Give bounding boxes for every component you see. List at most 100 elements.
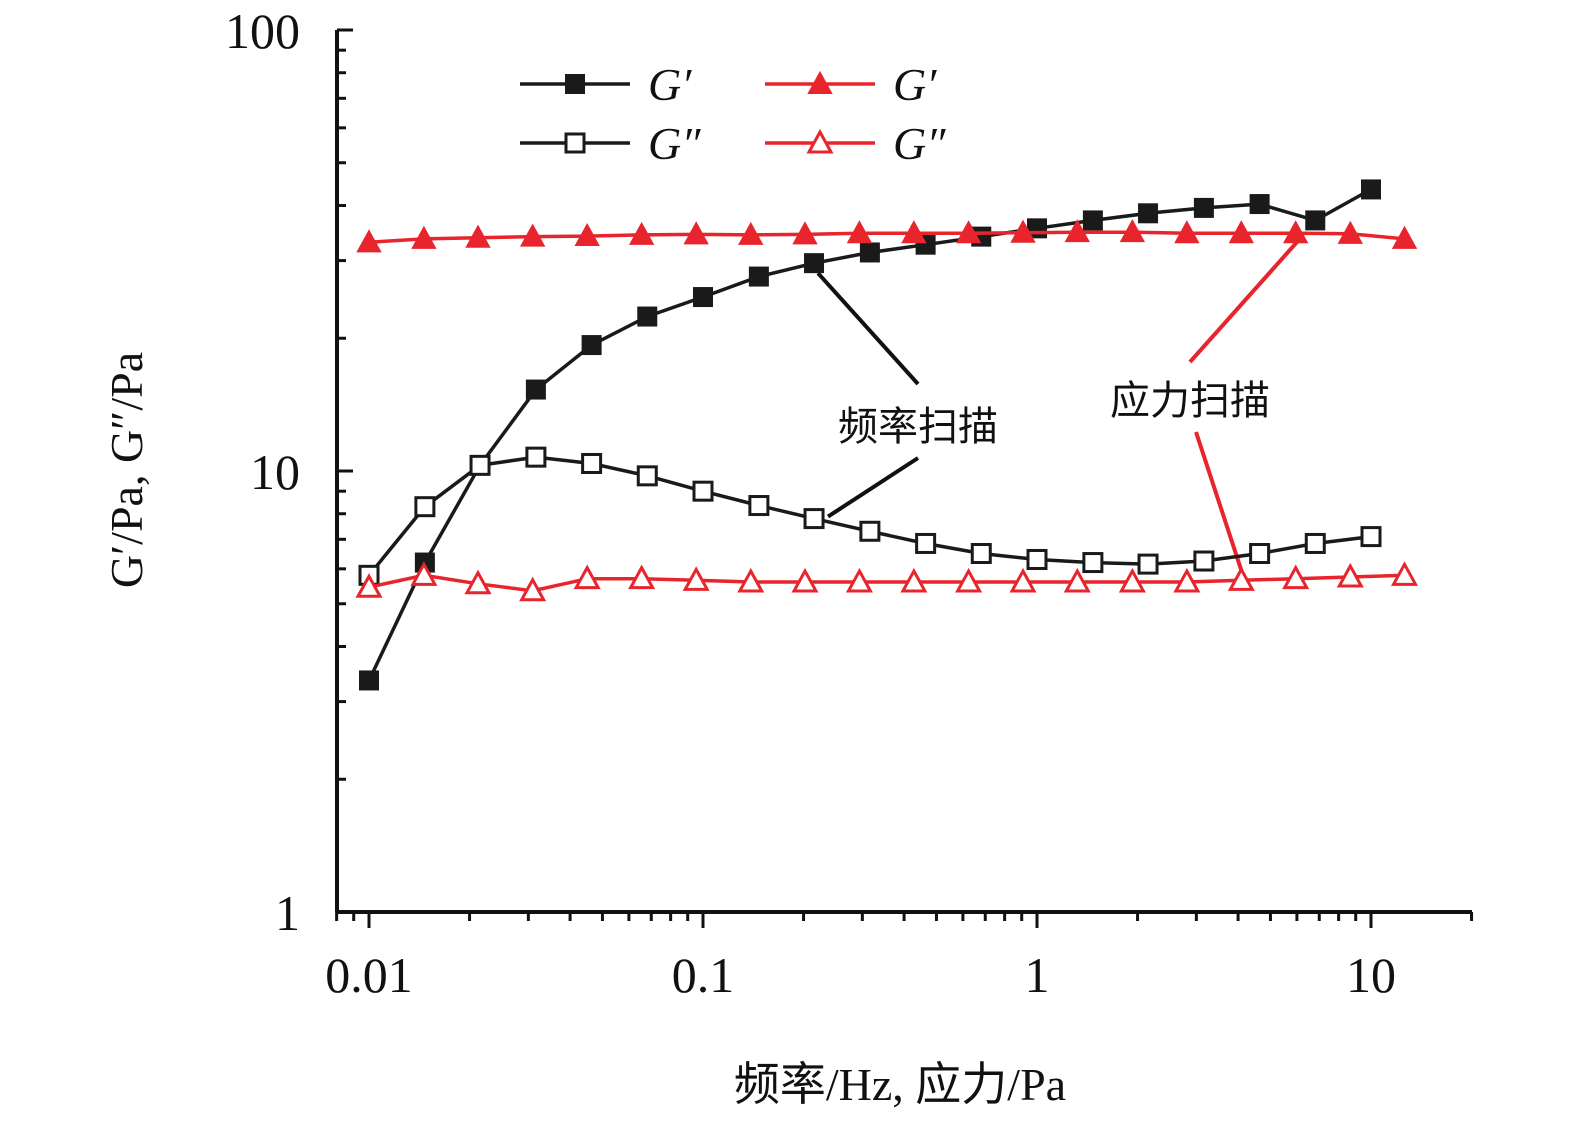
data-point	[1390, 561, 1419, 586]
x-tick-label: 0.01	[325, 947, 413, 1003]
annotation-stress-sweep: 应力扫描	[1110, 378, 1270, 424]
data-point	[1249, 543, 1271, 565]
data-point	[1173, 567, 1201, 593]
data-point	[464, 569, 492, 595]
y-tick-label: 1	[275, 885, 300, 941]
data-point	[1228, 220, 1255, 244]
data-point	[525, 446, 547, 468]
legend-label: G′	[893, 59, 937, 110]
data-point	[1336, 562, 1364, 588]
data-point	[1337, 220, 1363, 244]
x-axis-label: 频率/Hz, 应力/Pa	[734, 1059, 1066, 1110]
data-point	[410, 561, 438, 586]
legend-label: G′	[648, 59, 692, 110]
data-point	[846, 220, 873, 244]
data-point	[573, 564, 601, 590]
legend-item: G′	[520, 59, 692, 110]
series-line	[368, 230, 1405, 245]
data-point	[692, 480, 714, 502]
data-point	[900, 567, 928, 593]
data-point	[1119, 219, 1146, 243]
data-point	[1137, 553, 1159, 575]
data-point	[581, 452, 603, 474]
data-point	[1193, 197, 1214, 218]
data-point	[414, 496, 436, 518]
data-point	[693, 287, 713, 308]
legend-item: G′	[765, 59, 937, 110]
legend-label: G″	[893, 118, 946, 169]
data-point	[1227, 566, 1255, 591]
data-point	[792, 221, 818, 245]
data-point	[519, 223, 546, 247]
data-point	[525, 379, 546, 400]
data-point	[465, 224, 491, 248]
x-tick-label: 0.1	[672, 947, 735, 1003]
data-point	[738, 221, 764, 245]
data-point	[1010, 219, 1036, 243]
series-layer	[355, 179, 1419, 691]
data-point	[1082, 210, 1103, 231]
data-point	[748, 266, 769, 287]
data-point	[1361, 179, 1381, 200]
legend-label: G″	[648, 118, 701, 169]
legend-marker	[807, 70, 833, 94]
data-point	[748, 495, 770, 517]
legend-item: G″	[520, 118, 701, 169]
data-point	[356, 229, 382, 253]
data-point	[1118, 567, 1146, 593]
data-point	[682, 566, 710, 591]
data-point	[970, 543, 992, 565]
series-2	[358, 446, 1382, 586]
data-point	[1174, 220, 1200, 244]
annotation-leaders	[816, 239, 1300, 577]
data-point	[804, 253, 825, 274]
annotation-frequency-sweep: 频率扫描	[838, 404, 998, 450]
data-point	[1064, 219, 1090, 243]
y-axis-ticks	[337, 28, 353, 914]
data-point	[1026, 548, 1048, 570]
y-tick-labels: 1 10 100	[225, 3, 300, 941]
x-tick-label: 1	[1025, 947, 1050, 1003]
data-point	[859, 242, 880, 263]
data-point	[519, 576, 547, 602]
y-tick-label: 10	[250, 444, 300, 500]
x-tick-label: 10	[1346, 947, 1396, 1003]
data-point	[637, 306, 658, 327]
legend: G′ G″ G′ G″	[520, 59, 946, 169]
annotation-leader	[1194, 431, 1246, 577]
data-point	[859, 520, 881, 542]
data-point	[1082, 552, 1104, 574]
series-line	[367, 455, 1372, 577]
legend-marker	[806, 128, 834, 154]
y-tick-label: 100	[225, 3, 300, 59]
series-line	[368, 573, 1405, 593]
data-point	[915, 532, 937, 554]
data-point	[469, 454, 491, 476]
data-point	[1138, 203, 1159, 224]
data-point	[1304, 532, 1326, 554]
data-point	[803, 508, 825, 530]
annotation-leader	[816, 271, 920, 386]
data-point	[1391, 225, 1418, 249]
data-point	[411, 225, 437, 249]
data-point	[628, 221, 655, 245]
data-point	[1282, 564, 1310, 590]
data-point	[683, 221, 709, 245]
legend-marker	[564, 132, 586, 154]
legend-item: G″	[765, 118, 946, 169]
annotation-leader	[1188, 239, 1300, 364]
data-point	[955, 567, 983, 593]
data-point	[791, 567, 819, 593]
data-point	[359, 670, 379, 691]
x-tick-labels: 0.01 0.1 1 10	[325, 947, 1396, 1003]
data-point	[1193, 550, 1215, 572]
data-point	[574, 222, 600, 247]
data-point	[955, 220, 982, 244]
y-axis-label: G′/Pa, G″/Pa	[101, 352, 152, 588]
data-point	[636, 465, 658, 487]
data-point	[1063, 567, 1091, 593]
data-point	[1360, 526, 1382, 548]
data-point	[845, 567, 873, 593]
data-point	[1282, 220, 1309, 244]
